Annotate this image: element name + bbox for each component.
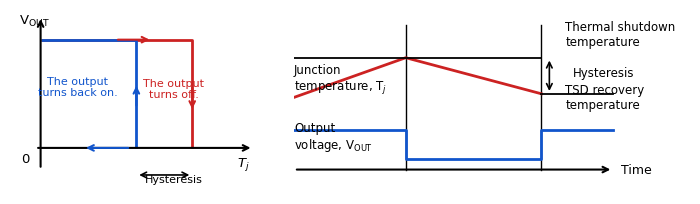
Text: The output
turns back on.: The output turns back on.	[38, 76, 118, 98]
Text: Time: Time	[621, 163, 652, 176]
Text: 0: 0	[22, 152, 30, 165]
Text: T$_j$: T$_j$	[237, 155, 250, 172]
Text: Hysteresis: Hysteresis	[145, 174, 202, 184]
Text: V$_{\mathregular{OUT}}$: V$_{\mathregular{OUT}}$	[20, 13, 50, 29]
Text: TSD recovery
temperature: TSD recovery temperature	[566, 84, 645, 112]
Text: Thermal shutdown
temperature: Thermal shutdown temperature	[566, 21, 676, 49]
Text: The output
turns off.: The output turns off.	[143, 78, 204, 100]
Text: Output
voltage, V$_{\mathregular{OUT}}$: Output voltage, V$_{\mathregular{OUT}}$	[294, 121, 373, 154]
Text: Hysteresis: Hysteresis	[573, 66, 635, 79]
Text: Junction
temperature, T$_j$: Junction temperature, T$_j$	[294, 64, 387, 96]
